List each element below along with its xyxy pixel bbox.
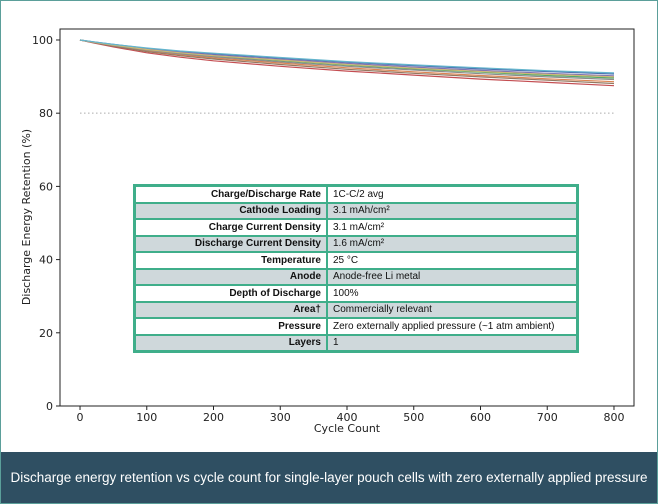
y-tick-label: 0 xyxy=(46,400,53,413)
series-line-cell-6 xyxy=(79,39,615,85)
parameter-name: Cathode Loading xyxy=(135,202,327,219)
parameter-name: Depth of Discharge xyxy=(135,285,327,302)
figure-caption: Discharge energy retention vs cycle coun… xyxy=(1,452,657,503)
parameter-value: 100% xyxy=(327,285,577,302)
parameter-name: Area† xyxy=(135,301,327,318)
table-row: Charge/Discharge Rate 1C-C/2 avg xyxy=(135,186,577,203)
x-tick-label: 800 xyxy=(603,411,624,424)
x-tick-label: 0 xyxy=(77,411,84,424)
series-line-cell-8 xyxy=(79,39,615,78)
x-tick-label: 700 xyxy=(537,411,558,424)
series-layer xyxy=(79,39,615,87)
x-axis-label: Cycle Count xyxy=(314,422,381,435)
x-tick-label: 300 xyxy=(270,411,291,424)
parameter-value: 1C-C/2 avg xyxy=(327,186,577,203)
parameter-value: Zero externally applied pressure (~1 atm… xyxy=(327,318,577,335)
x-tick-label: 600 xyxy=(470,411,491,424)
table-row: Pressure Zero externally applied pressure… xyxy=(135,318,577,335)
parameter-value: 1.6 mA/cm² xyxy=(327,235,577,252)
table-row: Anode Anode-free Li metal xyxy=(135,268,577,285)
parameter-value: 3.1 mA/cm² xyxy=(327,219,577,236)
series-line-cell-4 xyxy=(79,39,615,87)
x-tick-label: 500 xyxy=(403,411,424,424)
parameter-name: Anode xyxy=(135,268,327,285)
parameter-name: Charge Current Density xyxy=(135,219,327,236)
parameter-value: 1 xyxy=(327,334,577,351)
y-tick-label: 60 xyxy=(39,180,53,193)
parameter-name: Discharge Current Density xyxy=(135,235,327,252)
x-tick-label: 200 xyxy=(203,411,224,424)
table-row: Cathode Loading 3.1 mAh/cm² xyxy=(135,202,577,219)
table-row: Temperature 25 °C xyxy=(135,252,577,269)
y-axis-label: Discharge Energy Retention (%) xyxy=(20,129,33,305)
parameter-value: Anode-free Li metal xyxy=(327,268,577,285)
y-tick-label: 80 xyxy=(39,107,53,120)
parameter-name: Charge/Discharge Rate xyxy=(135,186,327,203)
parameter-value: 3.1 mAh/cm² xyxy=(327,202,577,219)
parameter-value: 25 °C xyxy=(327,252,577,269)
table-row: Area† Commercially relevant xyxy=(135,301,577,318)
y-tick-label: 40 xyxy=(39,254,53,267)
parameter-name: Layers xyxy=(135,334,327,351)
y-tick-label: 100 xyxy=(32,34,53,47)
y-tick-label: 20 xyxy=(39,327,53,340)
series-line-cell-9 xyxy=(79,39,615,74)
x-tick-label: 100 xyxy=(136,411,157,424)
parameter-name: Temperature xyxy=(135,252,327,269)
x-tick-label: 400 xyxy=(337,411,358,424)
table-row: Discharge Current Density 1.6 mA/cm² xyxy=(135,235,577,252)
parameter-value: Commercially relevant xyxy=(327,301,577,318)
tick-layer: 0 100 200 300 400 500 600 700 800 0 20 40 60 80 100 xyxy=(32,34,624,424)
parameter-name: Pressure xyxy=(135,318,327,335)
test-conditions-table: Charge/Discharge Rate 1C-C/2 avg Cathode L… xyxy=(133,184,579,353)
table-row: Depth of Discharge 100% xyxy=(135,285,577,302)
table-row: Charge Current Density 3.1 mA/cm² xyxy=(135,219,577,236)
table-row: Layers 1 xyxy=(135,334,577,351)
